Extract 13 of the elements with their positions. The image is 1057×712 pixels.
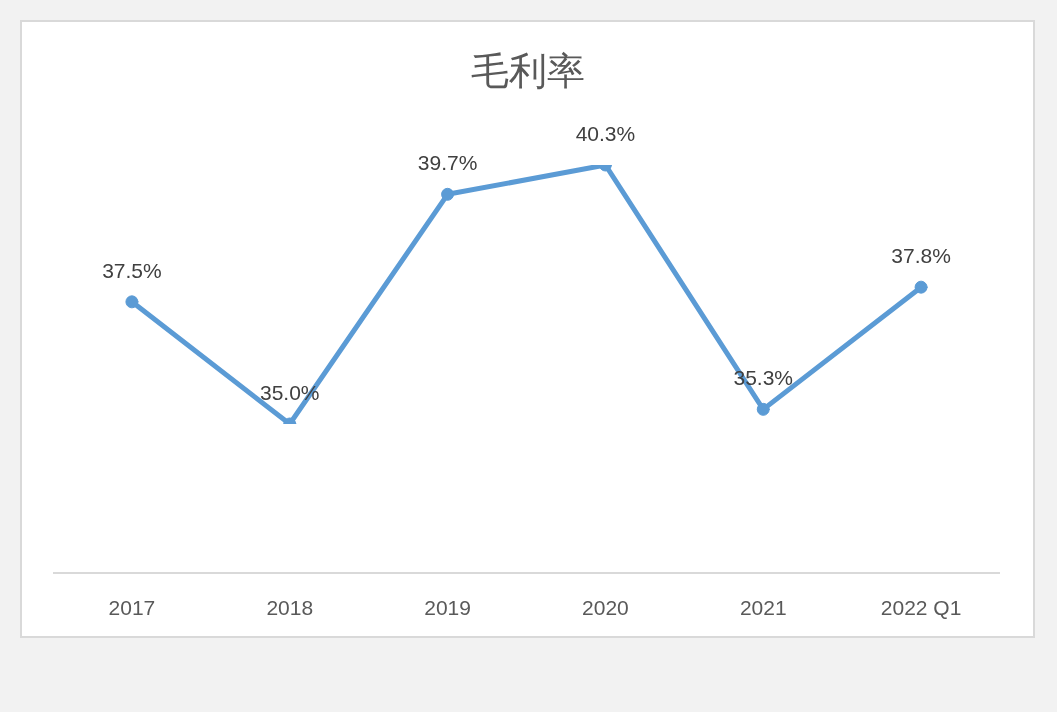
data-label: 37.5% <box>102 258 162 282</box>
x-tick-label: 2022 Q1 <box>880 595 962 619</box>
data-label: 40.3% <box>575 122 636 145</box>
x-tick-label: 2021 <box>739 595 787 619</box>
x-tick-label: 2020 <box>582 595 629 619</box>
point <box>125 295 139 309</box>
chart-title: 毛利率 <box>469 49 586 94</box>
data-label: 39.7% <box>417 151 478 175</box>
x-tick-label: 2017 <box>108 595 156 619</box>
x-tick-label: 2018 <box>266 595 314 619</box>
point <box>914 280 928 294</box>
x-tick-label: 2019 <box>424 595 471 619</box>
data-label: 37.8% <box>891 244 951 268</box>
